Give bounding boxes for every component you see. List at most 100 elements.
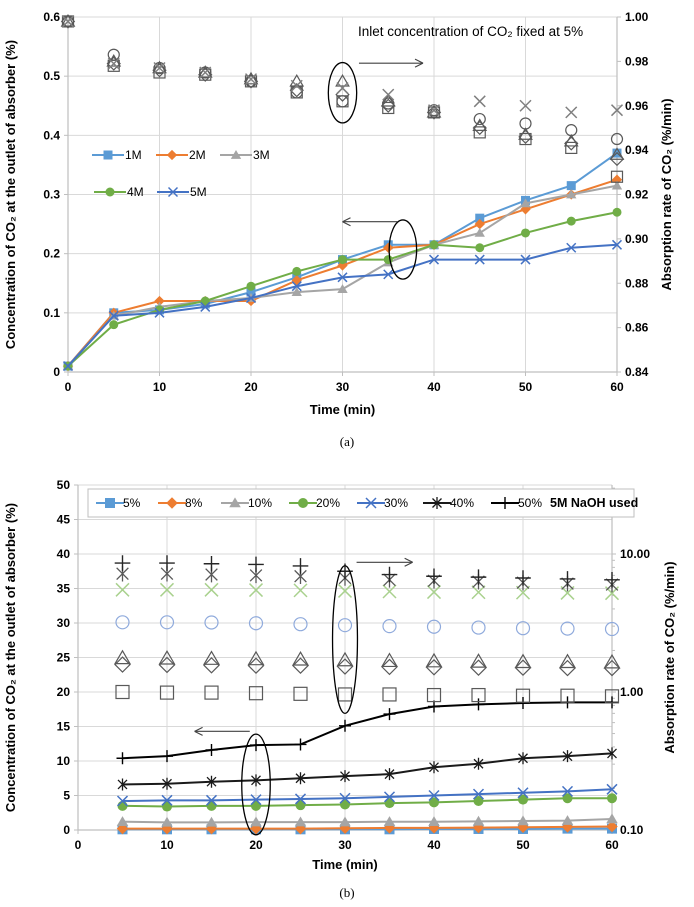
- point-5%-rate: [560, 688, 575, 703]
- point-5M: [154, 307, 165, 318]
- point-20%: [607, 793, 617, 804]
- y-left-tick-label: 0: [53, 365, 60, 379]
- point-40%: [384, 768, 395, 781]
- point-3M: [520, 198, 531, 208]
- legend-item-2M: 2M: [156, 148, 206, 162]
- line-series-50%: [116, 696, 618, 765]
- point-2M-rate: [381, 98, 396, 113]
- point-3M: [291, 287, 302, 296]
- point-5M-rate: [199, 66, 212, 79]
- x-tick-label: 30: [336, 380, 350, 394]
- scatter-series-5M-rate: [61, 15, 624, 119]
- point-8%-rate: [114, 656, 131, 673]
- callout-shapes: [194, 557, 413, 836]
- point-5%-rate: [115, 684, 130, 700]
- point-30%: [517, 787, 529, 799]
- point-20%: [562, 793, 573, 804]
- legend-item-30pct: 30%: [357, 496, 408, 510]
- point-40%: [295, 772, 306, 785]
- point-8%-rate: [336, 658, 354, 675]
- point-3M: [566, 189, 577, 199]
- point-30%: [383, 791, 396, 803]
- point-5%-rate: [426, 687, 442, 703]
- point-10%: [339, 816, 351, 827]
- figure-b: 0 10 20 30 40 50 60 0 5 10 15 20 25 30 35 40 45 50 10.00 1.…: [0, 456, 694, 907]
- legend-extra-label: 5M NaOH used: [550, 496, 638, 510]
- legend: 5% 8% 10% 20% 30% 40% 50% 5M NaOH used: [87, 488, 638, 518]
- point-20%: [206, 800, 217, 811]
- point-5M: [474, 254, 485, 265]
- pointer-arrow: [356, 557, 413, 567]
- point-30%-rate: [159, 582, 175, 597]
- callout-ellipse: [327, 61, 358, 124]
- point-4M-rate: [382, 97, 395, 110]
- legend-item-8pct: 8%: [158, 496, 203, 510]
- point-5M-rate: [244, 73, 258, 86]
- legend-marker-circle: [105, 187, 115, 197]
- point-3M-rate: [472, 118, 488, 131]
- y-right-tick-label: 0.98: [625, 54, 649, 68]
- callout-shapes: [327, 58, 424, 280]
- point-50%-rate: [114, 555, 131, 571]
- point-20%-rate: [248, 616, 264, 631]
- y-right-tick-label: 1.00: [620, 685, 644, 699]
- point-8%-rate: [559, 659, 576, 677]
- point-3M-rate: [518, 127, 533, 140]
- point-4M: [292, 266, 302, 276]
- point-4M-rate: [61, 15, 75, 28]
- y-left-tick-label: 30: [57, 616, 71, 630]
- point-5M-rate: [61, 15, 75, 28]
- point-2M: [474, 218, 485, 230]
- point-30%: [250, 794, 262, 806]
- point-5M: [566, 242, 577, 253]
- point-40%: [117, 778, 128, 791]
- callout-ellipse: [241, 733, 271, 836]
- point-5M: [108, 310, 119, 321]
- point-40%: [162, 777, 172, 790]
- point-30%: [561, 785, 574, 797]
- point-3M-rate: [563, 133, 579, 147]
- x-tick-label: 0: [75, 838, 82, 852]
- point-50%: [161, 750, 173, 763]
- point-5%-rate: [515, 688, 531, 703]
- legend-item-20pct: 20%: [289, 496, 340, 510]
- point-1M: [566, 181, 576, 191]
- point-20%-rate: [337, 618, 353, 633]
- point-1M-rate: [473, 126, 486, 139]
- legend-marker-triangle: [230, 149, 242, 159]
- point-10%: [294, 816, 307, 827]
- point-30%: [339, 792, 351, 804]
- point-4M: [475, 243, 485, 253]
- y-right-tick-label: 0.88: [625, 276, 649, 290]
- x-tick-label: 50: [516, 838, 530, 852]
- y-left-tick-label: 40: [57, 547, 71, 561]
- legend-label: 20%: [316, 496, 340, 510]
- point-10%: [205, 816, 218, 827]
- point-1M-rate: [610, 170, 624, 183]
- point-20%: [251, 800, 261, 811]
- caption-b: (b): [339, 885, 355, 900]
- point-30%-rate: [471, 585, 486, 600]
- legend-label: 30%: [384, 496, 408, 510]
- point-20%: [117, 800, 128, 811]
- point-8%-rate: [247, 657, 265, 675]
- point-4M-rate: [565, 124, 578, 137]
- point-30%: [294, 793, 307, 805]
- point-1M: [475, 213, 485, 223]
- point-3M-rate: [426, 105, 442, 118]
- point-4M-rate: [519, 117, 532, 130]
- y-left-tick-label: 10: [57, 754, 71, 768]
- point-3M: [611, 180, 623, 190]
- point-3M: [474, 227, 485, 237]
- point-4M: [246, 281, 256, 291]
- legend-marker-triangle: [229, 497, 241, 508]
- legend-marker-plus: [499, 497, 511, 509]
- caption-a: (a): [339, 434, 355, 449]
- point-8%: [472, 821, 485, 834]
- point-20%-rate: [471, 620, 486, 635]
- point-1M-rate: [382, 101, 395, 115]
- point-20%: [518, 794, 528, 805]
- point-5M-rate: [382, 88, 395, 101]
- point-20%: [473, 796, 484, 807]
- point-10%-rate: [247, 650, 265, 666]
